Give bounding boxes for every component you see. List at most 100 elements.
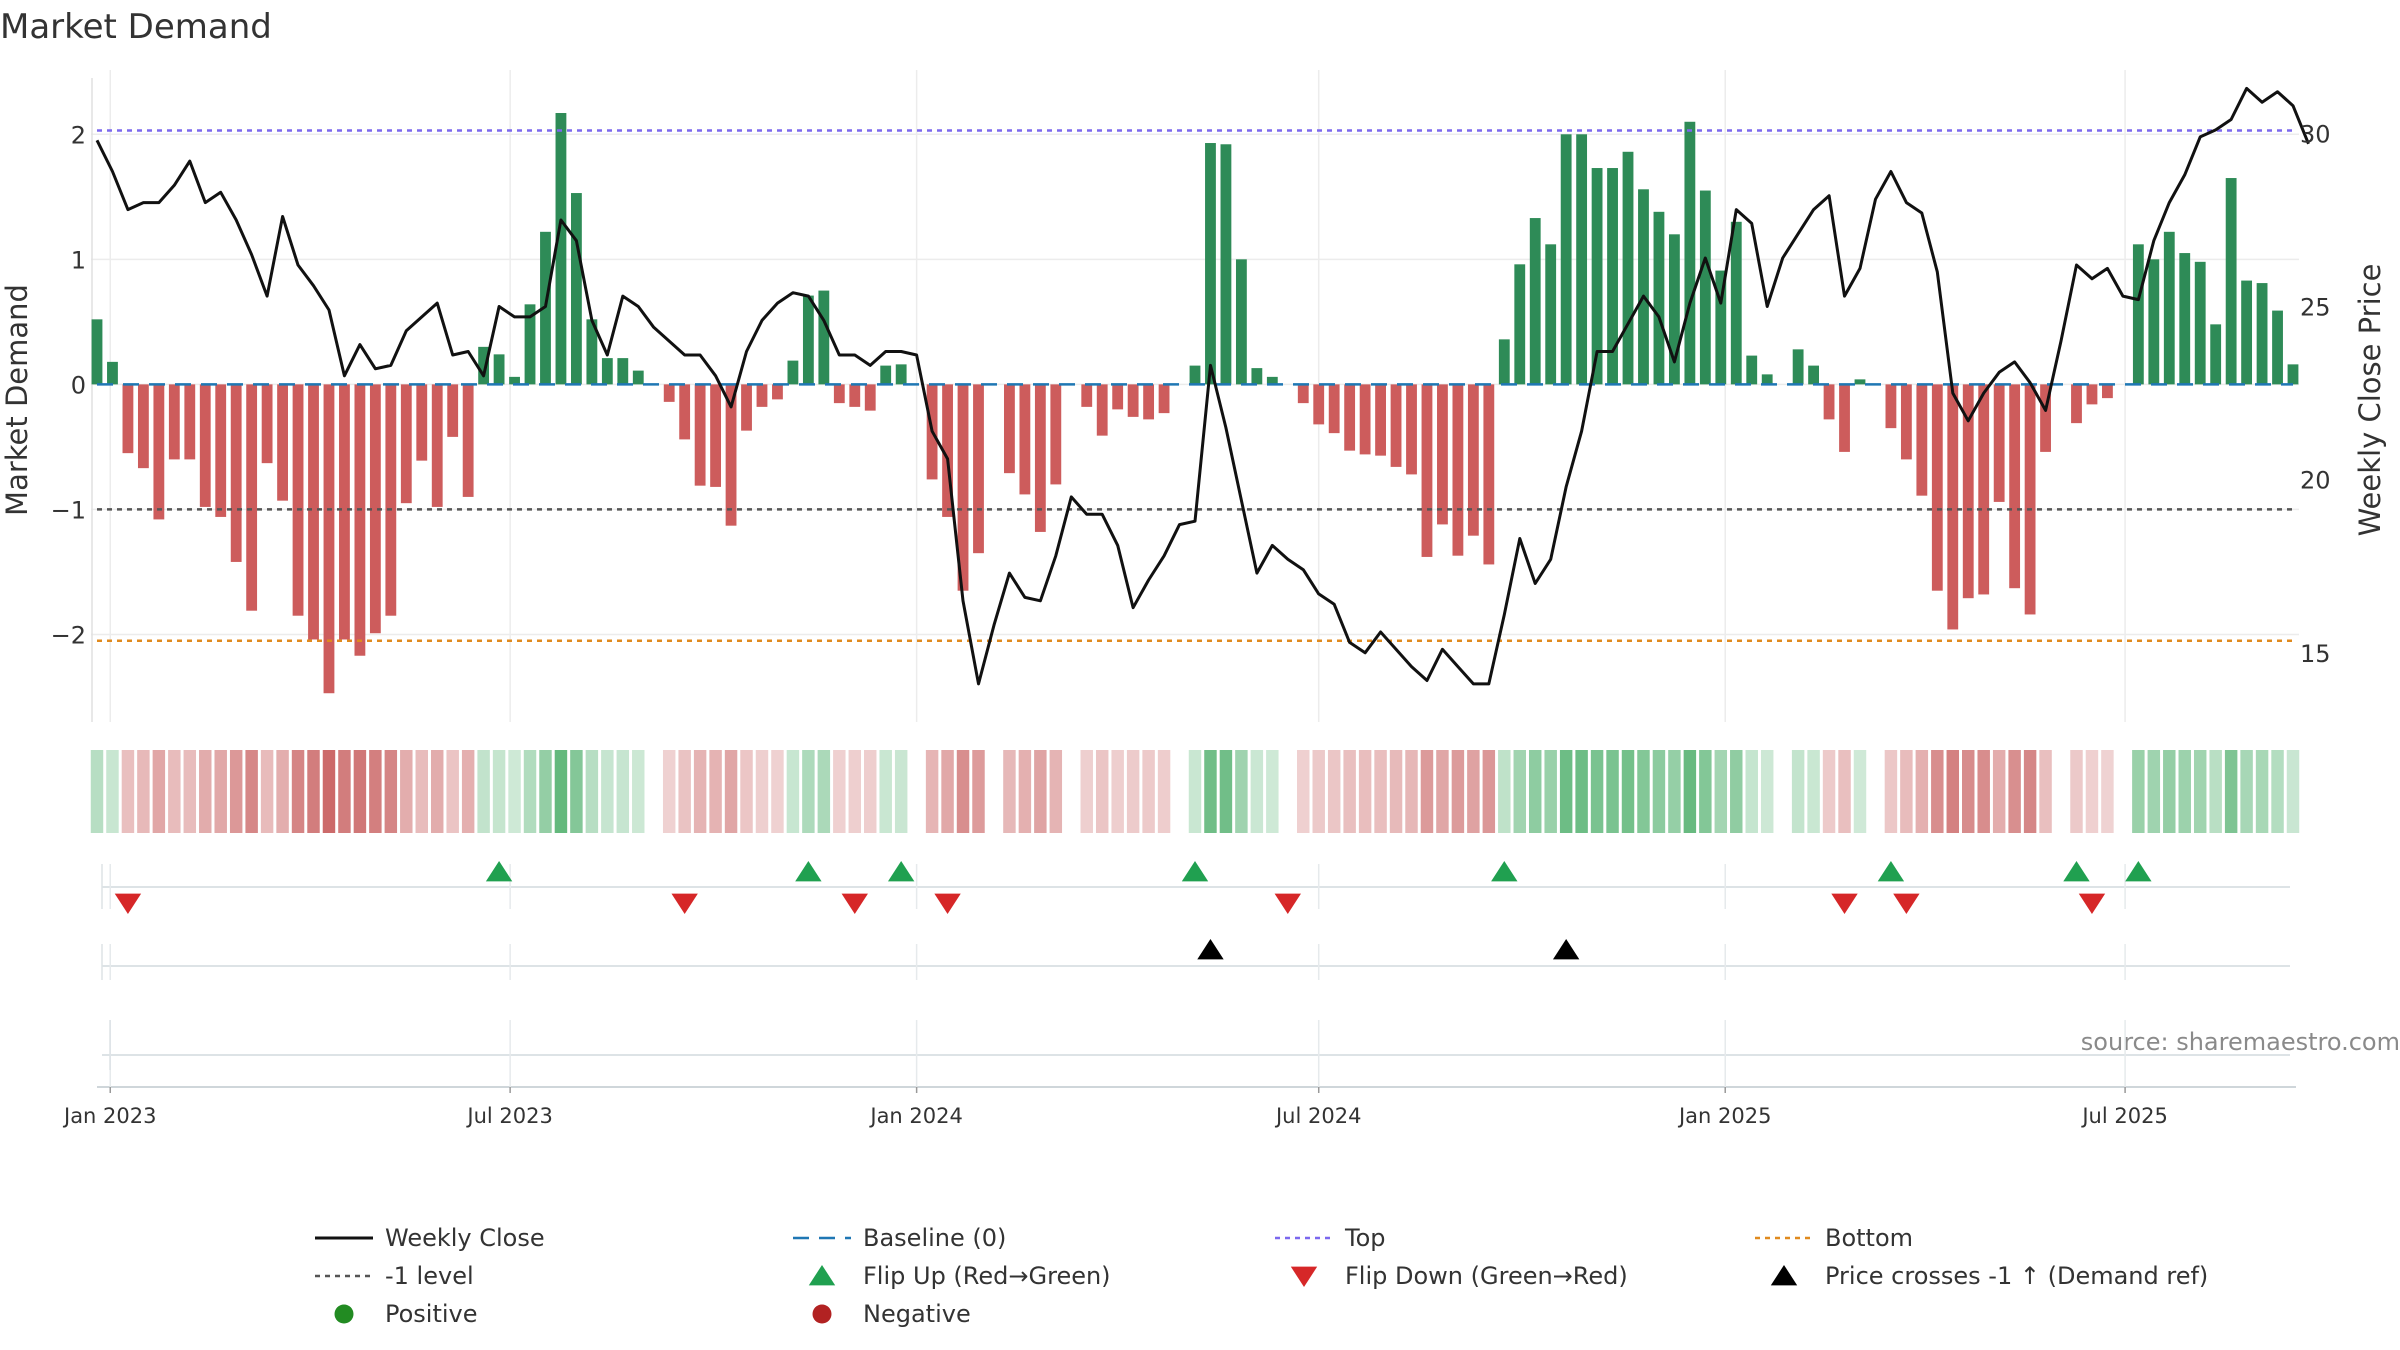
demand-bar-negative bbox=[663, 384, 675, 402]
heat-cell bbox=[1807, 750, 1820, 833]
source-note: source: sharemaestro.com bbox=[2081, 1028, 2400, 1056]
demand-bar-positive bbox=[1761, 374, 1773, 385]
flip-up-marker bbox=[2125, 861, 2152, 882]
heat-cell bbox=[1018, 750, 1032, 833]
heat-cell bbox=[2224, 750, 2238, 833]
demand-bar-positive bbox=[1684, 121, 1696, 385]
heat-cell bbox=[1575, 750, 1588, 833]
heat-cell bbox=[2255, 750, 2269, 833]
heat-cell bbox=[2039, 750, 2052, 833]
demand-bars bbox=[91, 113, 2299, 694]
heat-cell bbox=[369, 750, 382, 833]
demand-bar-negative bbox=[308, 384, 319, 640]
heat-cell bbox=[245, 750, 258, 833]
heat-cell bbox=[1389, 750, 1403, 833]
heat-cell bbox=[1946, 750, 1960, 833]
signal-markers bbox=[114, 861, 2152, 960]
heat-cell bbox=[260, 750, 274, 833]
heat-cell bbox=[1003, 750, 1016, 833]
demand-bar-negative bbox=[1297, 384, 1309, 404]
demand-bar-negative bbox=[849, 384, 861, 407]
demand-bar-positive bbox=[1266, 376, 1278, 385]
demand-bar-positive bbox=[632, 370, 644, 385]
heat-cell bbox=[1204, 750, 1217, 833]
heat-cell bbox=[1312, 750, 1325, 833]
heat-cell bbox=[1791, 750, 1805, 833]
heat-cell bbox=[987, 750, 1001, 833]
demand-bar-negative bbox=[1375, 384, 1386, 456]
legend-label-bottom: Bottom bbox=[1825, 1224, 1913, 1252]
demand-bar-positive bbox=[493, 354, 505, 385]
heat-cell bbox=[539, 750, 552, 833]
demand-bar-negative bbox=[1947, 384, 1959, 630]
heat-cell bbox=[1482, 750, 1496, 833]
heat-cell bbox=[1590, 750, 1604, 833]
heat-cell bbox=[817, 750, 831, 833]
heat-cell bbox=[229, 750, 243, 833]
heat-cell bbox=[291, 750, 305, 833]
heat-cell bbox=[2054, 750, 2068, 833]
heat-cell bbox=[1714, 750, 1728, 833]
signal-lanes bbox=[97, 864, 2296, 1088]
heat-cell bbox=[879, 750, 892, 833]
heat-cell bbox=[2240, 750, 2253, 833]
heat-cell bbox=[1188, 750, 1202, 833]
heat-cell bbox=[1884, 750, 1898, 833]
heat-cell bbox=[492, 750, 506, 833]
heat-cell bbox=[910, 750, 923, 833]
demand-bar-positive bbox=[802, 295, 814, 385]
heat-cell bbox=[1838, 750, 1851, 833]
heat-cell bbox=[2286, 750, 2300, 833]
heat-cell bbox=[848, 750, 862, 833]
heat-cell bbox=[1559, 750, 1573, 833]
demand-bar-negative bbox=[1993, 384, 2005, 502]
x-tick-label: Jan 2025 bbox=[1677, 1104, 1772, 1128]
heat-cell bbox=[632, 750, 645, 833]
heat-cell bbox=[168, 750, 181, 833]
demand-bar-negative bbox=[2102, 384, 2113, 399]
demand-bar-negative bbox=[1885, 384, 1897, 429]
flip-down-marker bbox=[934, 893, 961, 914]
demand-bar-negative bbox=[1452, 384, 1464, 556]
heat-cell bbox=[152, 750, 166, 833]
heat-cell bbox=[1281, 750, 1295, 833]
demand-bar-negative bbox=[1158, 384, 1170, 414]
heat-cell bbox=[1049, 750, 1063, 833]
heat-cell bbox=[1436, 750, 1449, 833]
flip-down-marker bbox=[671, 893, 698, 914]
demand-bar-negative bbox=[168, 384, 180, 460]
demand-bar-positive bbox=[1591, 168, 1603, 385]
legend-swatch-negative bbox=[812, 1304, 832, 1324]
demand-bar-negative bbox=[1839, 384, 1850, 452]
heat-cell bbox=[2193, 750, 2207, 833]
heat-cell bbox=[1776, 750, 1789, 833]
flip-up-marker bbox=[485, 861, 513, 882]
heat-cell bbox=[106, 750, 119, 833]
demand-bar-negative bbox=[246, 384, 258, 611]
demand-bar-negative bbox=[1034, 384, 1046, 532]
heat-cell bbox=[384, 750, 398, 833]
heat-cell bbox=[570, 750, 583, 833]
demand-bar-negative bbox=[369, 384, 381, 634]
demand-bar-negative bbox=[1313, 384, 1325, 425]
demand-bar-positive bbox=[570, 193, 582, 385]
demand-bar-positive bbox=[91, 319, 103, 385]
heat-cell bbox=[1235, 750, 1248, 833]
demand-bar-positive bbox=[1235, 259, 1247, 385]
heat-cell bbox=[1822, 750, 1836, 833]
demand-bar-negative bbox=[277, 384, 288, 501]
right-axis-ticks: 30 25 20 15 bbox=[2300, 120, 2331, 667]
demand-bar-negative bbox=[864, 384, 876, 411]
heat-cell bbox=[90, 750, 104, 833]
heat-cell bbox=[2132, 750, 2145, 833]
heat-cell bbox=[1544, 750, 1557, 833]
heat-cell bbox=[2147, 750, 2161, 833]
demand-bar-negative bbox=[462, 384, 474, 497]
demand-bar-negative bbox=[1823, 384, 1835, 420]
demand-bar-negative bbox=[261, 384, 273, 464]
heat-cell bbox=[1528, 750, 1542, 833]
demand-bar-negative bbox=[2024, 384, 2036, 615]
demand-bar-positive bbox=[2194, 261, 2206, 385]
demand-bar-positive bbox=[2287, 364, 2299, 385]
